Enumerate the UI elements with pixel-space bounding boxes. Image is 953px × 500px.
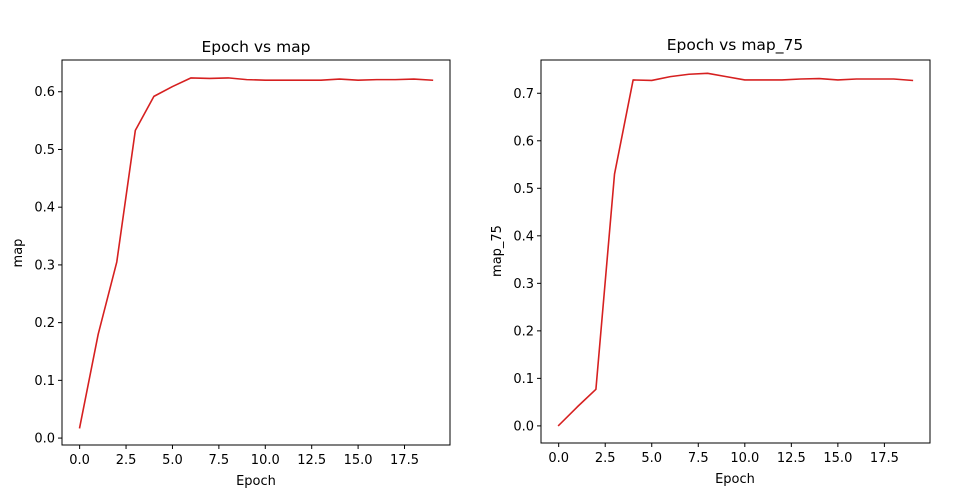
y-tick-label: 0.3: [34, 258, 55, 273]
series-line: [557, 72, 914, 427]
x-tick-label: 0.0: [69, 453, 90, 468]
x-tick-label: 12.5: [297, 453, 326, 468]
x-tick-label: 12.5: [777, 451, 806, 466]
x-tick-label: 10.0: [251, 453, 280, 468]
y-tick-label: 0.5: [34, 143, 55, 158]
y-tick-label: 0.2: [34, 316, 55, 331]
chart-title: Epoch vs map_75: [667, 36, 803, 55]
y-tick-label: 0.5: [513, 182, 534, 197]
chart-map-75: Epoch vs map_75 0.0 2.5 5.0 7.5 10.0 12.5 15.0…: [490, 36, 931, 487]
x-tick-label: 17.5: [870, 451, 899, 466]
y-tick-label: 0.2: [513, 324, 534, 339]
y-tick-label: 0.1: [34, 374, 55, 389]
x-tick-label: 15.0: [344, 453, 373, 468]
y-tick-label: 0.3: [513, 277, 534, 292]
x-tick-label: 10.0: [730, 451, 759, 466]
y-tick-label: 0.7: [513, 87, 534, 102]
y-tick-label: 0.4: [34, 201, 55, 216]
y-tick-label: 0.0: [513, 419, 534, 434]
y-tick-label: 0.1: [513, 372, 534, 387]
y-tick-label: 0.4: [513, 229, 534, 244]
chart-map-marks: 0.0 2.5 5.0 7.5 10.0 12.5 15.0 17.5 0.0 0.1 0.2 0.3…: [34, 77, 434, 468]
y-axis-label: map_75: [490, 225, 505, 277]
y-tick-label: 0.6: [34, 85, 55, 100]
series-line: [78, 77, 434, 429]
x-tick-label: 2.5: [116, 453, 137, 468]
y-tick-label: 0.6: [513, 134, 534, 149]
x-tick-label: 2.5: [595, 451, 616, 466]
x-tick-label: 7.5: [688, 451, 709, 466]
x-axis-label: Epoch: [236, 474, 276, 489]
x-tick-label: 17.5: [390, 453, 419, 468]
x-axis-label: Epoch: [715, 472, 755, 487]
x-tick-label: 5.0: [641, 451, 662, 466]
x-tick-label: 15.0: [823, 451, 852, 466]
x-tick-label: 0.0: [548, 451, 569, 466]
chart-map: Epoch vs map 0.0 2.5 5.0 7.5 10.0 12.5 15.0 17.…: [11, 38, 451, 489]
x-tick-label: 7.5: [209, 453, 230, 468]
chart-map-75-marks: 0.0 2.5 5.0 7.5 10.0 12.5 15.0 17.5 0.0 0.1 0.2 0.3…: [513, 72, 914, 466]
y-tick-label: 0.0: [34, 432, 55, 447]
plot-frame: [61, 59, 451, 446]
x-tick-label: 5.0: [162, 453, 183, 468]
y-axis-label: map: [11, 239, 26, 268]
plot-frame: [540, 59, 931, 444]
chart-title: Epoch vs map: [202, 38, 311, 56]
